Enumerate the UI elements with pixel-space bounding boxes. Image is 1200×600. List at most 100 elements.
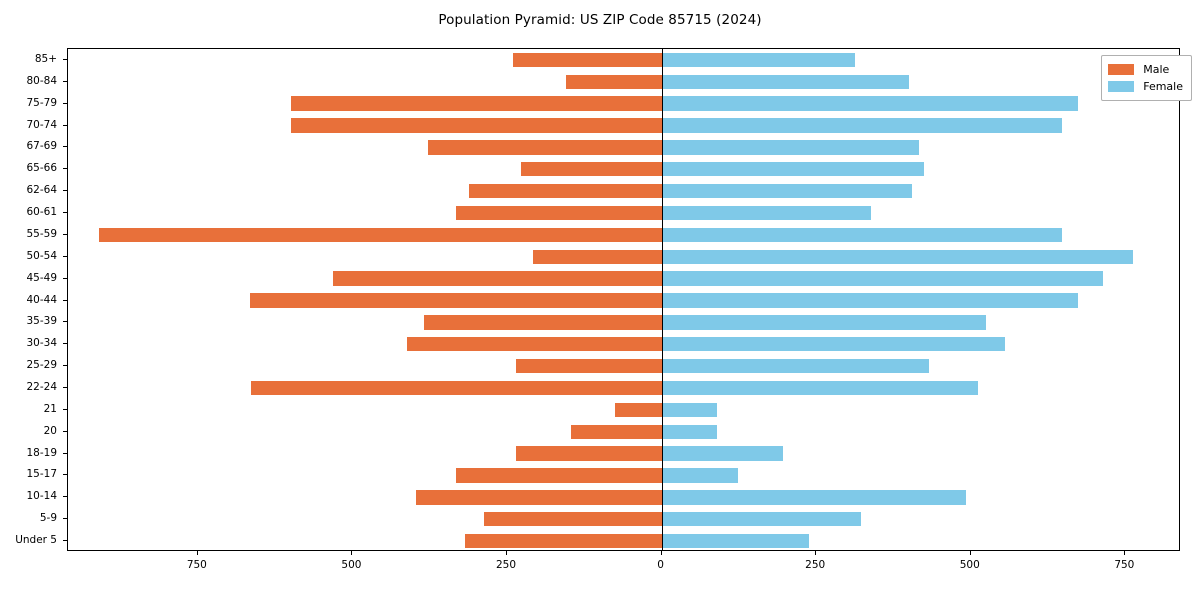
y-tick-label: Under 5 [15,534,57,547]
x-tick-label: 250 [805,559,826,571]
bar-male [415,490,662,505]
y-tick-label: 55-59 [26,227,57,240]
bar-male [455,205,662,221]
bar-row [68,271,1179,286]
bar-row [68,227,1179,243]
y-tick-label: 15-17 [26,468,57,481]
bar-female [661,227,1063,243]
legend-swatch-icon [1108,64,1135,75]
y-tick-mark [63,408,67,410]
x-tick-label: 500 [341,559,362,571]
y-tick-mark [63,343,67,345]
bar-male [423,315,662,330]
y-tick-mark [63,168,67,170]
y-tick-label: 80-84 [26,74,57,87]
y-tick-label: 22-24 [26,380,57,393]
bar-male [614,402,662,418]
bar-row [68,380,1179,396]
bar-female [661,205,872,221]
bar-row [68,402,1179,418]
bar-row [68,183,1179,199]
y-tick-mark [63,474,67,476]
bar-row [68,424,1179,439]
y-tick-mark [63,540,67,542]
x-tick-label: 500 [959,559,980,571]
bar-male [520,162,662,177]
bar-female [661,140,919,155]
bar-row [68,468,1179,483]
bar-female [661,118,1063,133]
bar-row [68,249,1179,264]
bar-row [68,205,1179,221]
zero-axis-line [661,49,663,550]
legend-label: Male [1143,63,1170,76]
bar-female [661,511,861,527]
y-tick-label: 65-66 [26,162,57,175]
legend-swatch-icon [1108,81,1135,92]
y-tick-mark [63,496,67,498]
legend-label: Female [1143,80,1183,93]
y-axis: Under 5 5-9 10-14 15-17 18-19 20 21 22-24 25-29 3… [0,48,67,551]
y-tick-mark [63,58,67,60]
plot-area [67,48,1180,551]
bar-male [251,380,662,396]
x-tick-mark [969,551,971,555]
bar-female [661,271,1104,286]
bar-female [661,183,913,199]
bar-row [68,52,1179,68]
bar-row [68,74,1179,89]
y-tick-label: 62-64 [26,184,57,197]
y-tick-label: 85+ [34,52,57,65]
bar-row [68,511,1179,527]
x-axis: 750 500 250 0 250 500 750 [67,551,1180,591]
y-tick-label: 60-61 [26,206,57,219]
bar-male [290,96,662,111]
y-tick-mark [63,518,67,520]
y-tick-label: 21 [43,402,57,415]
bar-male [512,52,662,68]
x-tick-mark [660,551,662,555]
bar-row [68,446,1179,461]
y-tick-mark [63,430,67,432]
legend-entry-female[interactable]: Female [1108,78,1183,95]
y-tick-label: 70-74 [26,118,57,131]
bar-female [661,424,718,439]
x-tick-label: 250 [495,559,517,571]
bar-female [661,96,1078,111]
y-tick-mark [63,233,67,235]
y-tick-mark [63,146,67,148]
bar-male [333,271,662,286]
bar-male [468,183,662,199]
legend-entry-male[interactable]: Male [1108,61,1183,78]
y-tick-label: 25-29 [26,359,57,372]
bar-row [68,293,1179,308]
bar-female [661,162,924,177]
bar-row [68,490,1179,505]
bar-male [516,358,662,374]
x-tick-mark [196,551,198,555]
bar-male [570,424,662,439]
bar-row [68,533,1179,549]
bar-female [661,446,783,461]
bar-female [661,74,909,89]
bar-male [464,533,662,549]
y-tick-mark [63,365,67,367]
y-tick-label: 18-19 [26,446,57,459]
y-tick-label: 10-14 [26,490,57,503]
bar-row [68,140,1179,155]
bar-male [427,140,662,155]
y-tick-label: 35-39 [26,315,57,328]
y-tick-label: 75-79 [26,96,57,109]
chart-title: Population Pyramid: US ZIP Code 85715 (2… [438,12,762,28]
y-tick-label: 40-44 [26,293,57,306]
y-tick-mark [63,321,67,323]
y-tick-mark [63,212,67,214]
bar-row [68,315,1179,330]
y-tick-mark [63,277,67,279]
bar-female [661,293,1078,308]
bar-male [516,446,662,461]
y-tick-mark [63,299,67,301]
y-tick-mark [63,80,67,82]
bar-female [661,380,978,396]
y-tick-mark [63,190,67,192]
